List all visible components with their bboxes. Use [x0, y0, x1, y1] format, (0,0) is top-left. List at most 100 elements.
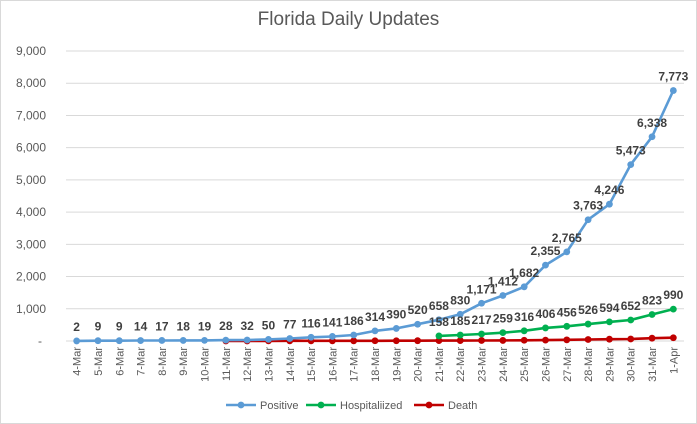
data-point-positive [94, 337, 102, 345]
data-point-death [584, 336, 592, 343]
data-label-hospitaliized: 456 [557, 305, 577, 319]
data-point-positive [201, 336, 208, 344]
data-label-positive: 3,763 [573, 199, 603, 213]
y-tick-label: 3,000 [16, 237, 46, 251]
x-tick-label: 11-Mar [221, 347, 233, 381]
x-tick-label: 25-Mar [519, 347, 531, 382]
data-label-hospitaliized: 406 [535, 307, 555, 321]
legend-marker-death [425, 401, 433, 409]
data-label-positive: 1,682 [509, 266, 539, 280]
y-tick-label: 7,000 [16, 108, 46, 122]
data-point-hospitaliized [478, 330, 485, 338]
x-tick-label: 5-Mar [93, 347, 105, 376]
x-tick-label: 23-Mar [477, 347, 489, 382]
data-point-death [392, 337, 400, 345]
data-point-positive [137, 337, 144, 344]
data-label-positive: 19 [198, 319, 212, 333]
data-point-death [456, 337, 464, 344]
x-tick-label: 4-Mar [72, 347, 84, 376]
data-label-positive: 9 [116, 320, 123, 334]
x-tick-label: 16-Mar [327, 347, 339, 382]
legend-marker-hospitaliized [317, 401, 325, 409]
data-point-hospitaliized [563, 322, 571, 330]
data-point-hospitaliized [542, 324, 549, 332]
data-point-positive [392, 325, 400, 332]
data-point-positive [73, 337, 81, 345]
series-line-hospitaliized [438, 307, 674, 338]
data-point-positive [265, 335, 272, 343]
data-point-death [371, 337, 379, 345]
data-label-hospitaliized: 990 [663, 288, 683, 302]
x-tick-label: 19-Mar [391, 347, 403, 382]
data-label-positive: 2 [73, 320, 80, 334]
data-label-positive: 18 [177, 319, 191, 333]
data-point-death [350, 337, 358, 345]
data-label-positive: 17 [155, 319, 169, 333]
data-point-hospitaliized [435, 332, 443, 340]
data-label-positive: 390 [386, 307, 406, 321]
data-point-death [627, 335, 635, 343]
x-tick-label: 24-Mar [498, 347, 510, 382]
x-tick-label: 10-Mar [200, 347, 212, 382]
data-label-positive: 9 [95, 320, 102, 334]
data-point-positive [669, 87, 677, 94]
x-tick-label: 31-Mar [647, 347, 659, 382]
data-point-positive [456, 310, 464, 318]
data-label-hospitaliized: 217 [472, 313, 492, 327]
data-point-hospitaliized [606, 318, 613, 326]
data-point-positive [115, 337, 123, 345]
x-tick-label: 7-Mar [136, 347, 148, 376]
data-point-hospitaliized [520, 327, 528, 335]
data-point-hospitaliized [627, 316, 635, 324]
x-tick-label: 20-Mar [413, 347, 425, 382]
y-tick-label: 8,000 [16, 76, 46, 90]
legend-marker-positive [237, 401, 245, 409]
data-labels: 2 9 9 14 17 18 19 28 32 50 77 116 141 186 314 390 520 658… [73, 70, 688, 334]
x-tick-label: 14-Mar [285, 347, 297, 382]
y-tick-label: 5,000 [16, 173, 46, 187]
data-point-positive [606, 200, 613, 208]
data-point-positive [563, 248, 571, 256]
data-point-positive [371, 327, 379, 335]
x-tick-label: 30-Mar [626, 347, 638, 382]
data-label-positive: 116 [301, 316, 321, 330]
series-lines [73, 87, 677, 345]
y-tick-label: 9,000 [16, 44, 46, 58]
data-point-positive [627, 161, 635, 169]
y-axis-ticks: - 1,000 2,000 3,000 4,000 5,000 6,000 7,000 8,00… [16, 44, 46, 348]
legend-label-positive: Positive [260, 400, 299, 412]
data-label-positive: 2,765 [552, 231, 582, 245]
data-point-positive [179, 337, 187, 344]
data-label-positive: 1,171 [467, 282, 497, 296]
data-label-positive: 50 [262, 318, 276, 332]
data-point-positive [222, 336, 230, 344]
data-point-death [669, 334, 677, 342]
data-point-hospitaliized [648, 311, 656, 318]
data-point-positive [499, 292, 507, 299]
x-tick-label: 28-Mar [583, 347, 595, 382]
data-label-hospitaliized: 594 [599, 301, 619, 315]
data-label-positive: 658 [429, 299, 449, 313]
y-tick-label: 1,000 [16, 302, 46, 316]
gridlines [66, 50, 684, 342]
data-label-positive: 32 [240, 319, 254, 333]
data-point-positive [350, 331, 358, 339]
y-tick-label: 6,000 [16, 141, 46, 155]
data-label-hospitaliized: 652 [621, 299, 641, 313]
data-label-hospitaliized: 185 [450, 314, 470, 328]
x-tick-label: 9-Mar [178, 347, 190, 376]
data-label-positive: 77 [283, 318, 297, 332]
data-point-positive [435, 316, 443, 324]
series-line-death [225, 336, 674, 343]
x-tick-label: 22-Mar [455, 347, 467, 382]
data-point-positive [158, 337, 166, 344]
data-label-hospitaliized: 823 [642, 293, 662, 307]
data-label-positive: 2,355 [530, 244, 560, 258]
data-point-death [648, 334, 656, 342]
data-label-positive: 28 [219, 319, 233, 333]
x-axis-ticks: 4-Mar 5-Mar 6-Mar 7-Mar 8-Mar 9-Mar 10-Mar 11-M… [72, 347, 681, 382]
data-label-hospitaliized: 526 [578, 303, 598, 317]
data-point-positive [478, 299, 485, 307]
data-point-death [478, 337, 485, 344]
